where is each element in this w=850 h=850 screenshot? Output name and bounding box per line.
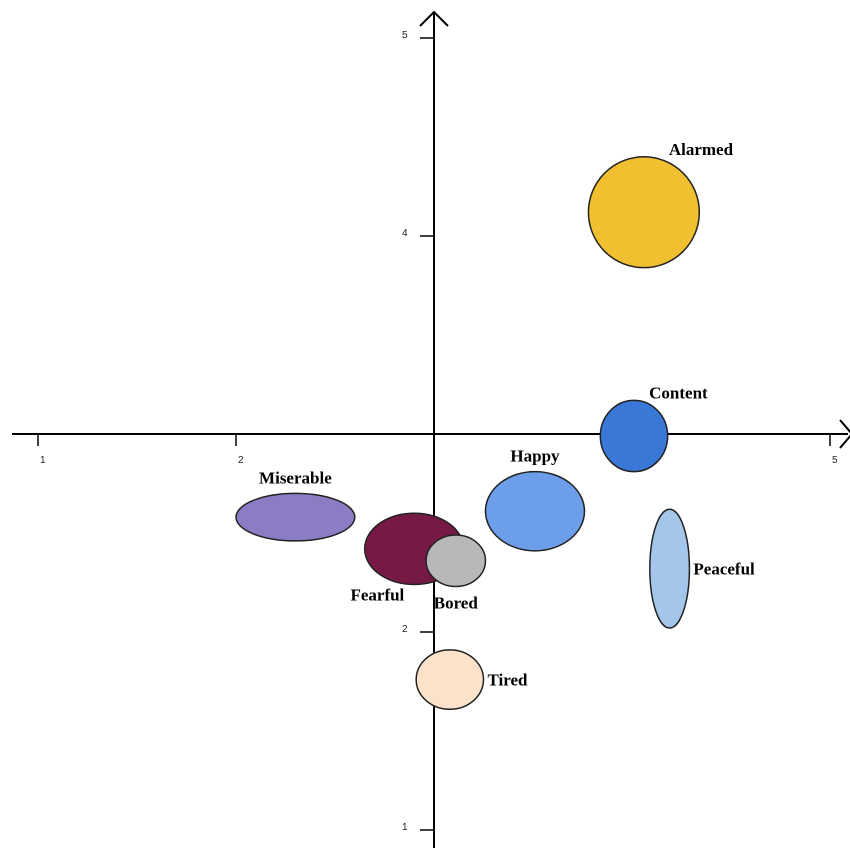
bubble-miserable bbox=[235, 492, 356, 542]
label-content: Content bbox=[649, 383, 708, 402]
y-tick-label: 2 bbox=[402, 624, 408, 635]
label-tired: Tired bbox=[488, 671, 529, 690]
bubble-tired bbox=[415, 649, 485, 710]
y-tick-label: 5 bbox=[402, 30, 408, 41]
label-happy: Happy bbox=[510, 447, 560, 466]
y-tick-label: 1 bbox=[402, 822, 408, 833]
bubble-labels: Alarmed Content Happy Peaceful Miserable Fear… bbox=[259, 140, 755, 690]
label-fearful: Fearful bbox=[350, 585, 404, 604]
x-tick-label: 2 bbox=[238, 455, 244, 466]
x-tick-label: 5 bbox=[832, 455, 838, 466]
axes bbox=[12, 10, 850, 848]
y-tick-label: 4 bbox=[402, 228, 408, 239]
x-tick-label: 1 bbox=[40, 455, 46, 466]
bubble-content bbox=[599, 399, 669, 473]
bubble-peaceful bbox=[649, 508, 691, 629]
y-axis-arrow bbox=[419, 10, 449, 27]
bubble-alarmed bbox=[587, 156, 701, 269]
label-peaceful: Peaceful bbox=[693, 560, 755, 579]
label-bored: Bored bbox=[434, 593, 479, 612]
x-axis-arrow bbox=[839, 419, 850, 449]
bubbles bbox=[235, 156, 701, 710]
bubble-happy bbox=[484, 470, 586, 552]
ticks: 12451245 bbox=[37, 30, 838, 833]
label-alarmed: Alarmed bbox=[669, 140, 734, 159]
label-miserable: Miserable bbox=[259, 468, 332, 487]
bubble-bored bbox=[425, 534, 487, 588]
